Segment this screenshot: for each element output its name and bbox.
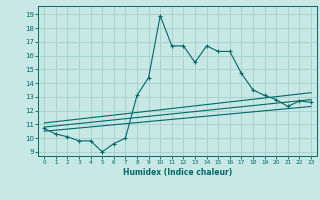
X-axis label: Humidex (Indice chaleur): Humidex (Indice chaleur) <box>123 168 232 177</box>
